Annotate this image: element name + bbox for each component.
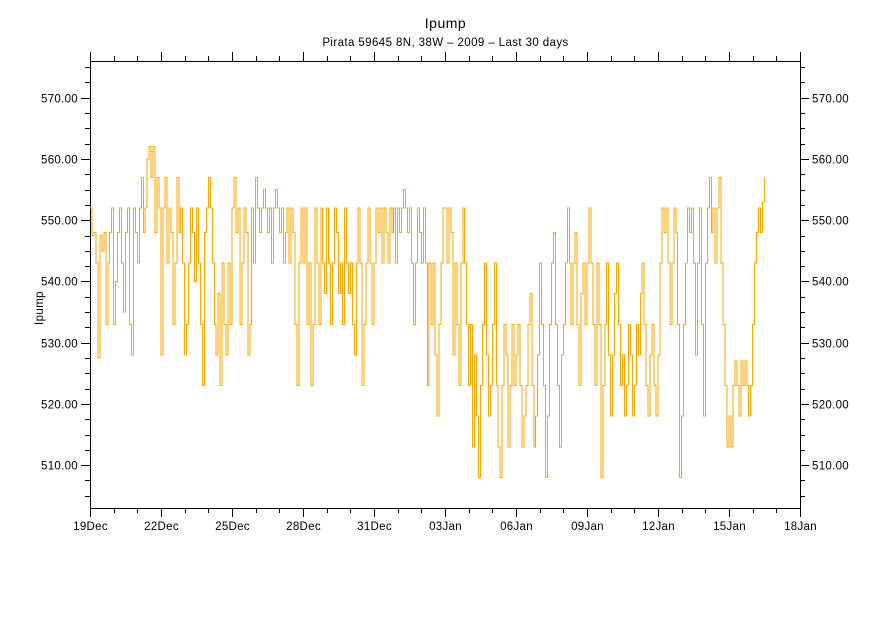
y-tick-label-left: 530.00 <box>41 339 78 351</box>
x-tick-label: 31Dec <box>357 521 392 533</box>
y-tick-label-left: 520.00 <box>41 400 78 412</box>
chart-subtitle: Pirata 59645 8N, 38W – 2009 – Last 30 da… <box>322 37 569 49</box>
y-tick-label-right: 520.00 <box>812 400 849 412</box>
x-tick-label: 19Dec <box>73 521 108 533</box>
y-tick-label-right: 560.00 <box>812 155 849 167</box>
axis-ticks <box>81 52 809 517</box>
data-series-line <box>90 146 765 478</box>
y-axis-title: Ipump <box>34 291 46 325</box>
y-tick-label-left: 540.00 <box>41 277 78 289</box>
y-tick-label-left: 550.00 <box>41 216 78 228</box>
y-tick-label-left: 510.00 <box>41 461 78 473</box>
axis-tick-labels: 19Dec 22Dec 25Dec 28Dec 31Dec 03Jan 06Jan 09Jan… <box>41 94 849 534</box>
x-tick-label: 22Dec <box>144 521 179 533</box>
x-tick-label: 03Jan <box>429 521 462 533</box>
x-tick-label: 06Jan <box>500 521 533 533</box>
y-tick-label-right: 570.00 <box>812 94 849 106</box>
x-tick-label: 25Dec <box>215 521 250 533</box>
y-tick-label-right: 540.00 <box>812 277 849 289</box>
y-tick-label-left: 570.00 <box>41 94 78 106</box>
y-tick-label-right: 510.00 <box>812 461 849 473</box>
chart-title: Ipump <box>424 15 467 31</box>
y-tick-label-left: 560.00 <box>41 155 78 167</box>
x-tick-label: 09Jan <box>571 521 604 533</box>
x-tick-label: 18Jan <box>784 521 817 533</box>
y-tick-label-right: 530.00 <box>812 339 849 351</box>
x-tick-label: 12Jan <box>642 521 675 533</box>
plot-frame <box>90 61 801 509</box>
x-tick-label: 15Jan <box>713 521 746 533</box>
x-tick-label: 28Dec <box>286 521 321 533</box>
y-tick-label-right: 550.00 <box>812 216 849 228</box>
